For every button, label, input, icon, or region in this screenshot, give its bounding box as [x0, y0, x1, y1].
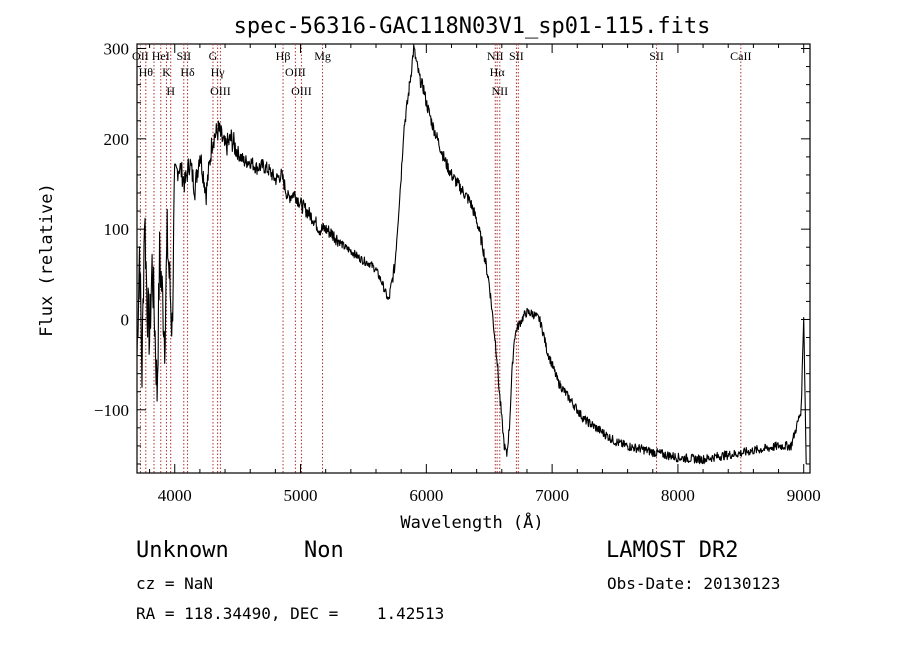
- line-label-4: K: [162, 65, 171, 79]
- line-label-1: Hθ: [139, 65, 154, 79]
- y-axis-label: Flux (relative): [37, 183, 57, 337]
- plot-frame: [136, 43, 811, 474]
- line-label-6: SII: [176, 49, 191, 63]
- obs-date: Obs-Date: 20130123: [607, 574, 781, 593]
- x-axis-label: Wavelength (Å): [400, 511, 543, 533]
- survey-name: LAMOST DR2: [606, 538, 739, 563]
- y-tick-label: 300: [104, 40, 130, 59]
- x-tick-label: 6000: [409, 486, 443, 505]
- line-label-13: OIII: [291, 84, 312, 98]
- x-axis-ticks: 4000 5000 6000 7000 8000 9000: [149, 44, 821, 505]
- line-label-9: Hγ: [211, 65, 226, 79]
- x-tick-label: 5000: [284, 486, 318, 505]
- line-label-21: CaII: [730, 49, 751, 63]
- y-tick-label: −100: [94, 401, 129, 420]
- spectrum-series: [136, 44, 807, 465]
- line-label-14: Mg: [314, 49, 331, 63]
- y-tick-label: 200: [104, 130, 130, 149]
- y-axis-ticks: −100 0 100 200 300: [94, 40, 810, 465]
- y-tick-label: 0: [121, 310, 130, 329]
- spectral-line-markers: [139, 44, 742, 473]
- line-label-18: SII: [509, 49, 524, 63]
- line-label-10: OIII: [210, 84, 231, 98]
- x-tick-label: 8000: [661, 486, 695, 505]
- line-label-16: Hα: [490, 65, 506, 79]
- x-tick-label: 7000: [535, 486, 569, 505]
- object-subclass: Non: [304, 538, 344, 563]
- line-label-3: HeI: [152, 49, 170, 63]
- line-label-7: Hδ: [180, 65, 195, 79]
- line-label-12: OIII: [285, 65, 306, 79]
- coordinates-readout: RA = 118.34490, DEC = 1.42513: [136, 604, 445, 623]
- chart-title: spec-56316-GAC118N03V1_sp01-115.fits: [234, 14, 711, 39]
- series-line-0: [136, 44, 807, 465]
- line-label-11: Hβ: [276, 49, 291, 63]
- line-label-20: SII: [649, 49, 664, 63]
- object-class: Unknown: [136, 538, 229, 563]
- line-label-17: NII: [491, 84, 508, 98]
- redshift-readout: cz = NaN: [136, 574, 214, 593]
- x-tick-label: 4000: [158, 486, 192, 505]
- line-label-15: NII: [487, 49, 504, 63]
- line-label-5: H: [166, 84, 175, 98]
- line-label-8: G: [209, 49, 218, 63]
- x-tick-label: 9000: [787, 486, 821, 505]
- spectral-line-labels: OII Hθ HeI KH SII Hδ G Hγ OIII Hβ OIII OIII Mg NII Hα N…: [132, 49, 751, 98]
- y-tick-label: 100: [104, 220, 130, 239]
- line-label-0: OII: [132, 49, 149, 63]
